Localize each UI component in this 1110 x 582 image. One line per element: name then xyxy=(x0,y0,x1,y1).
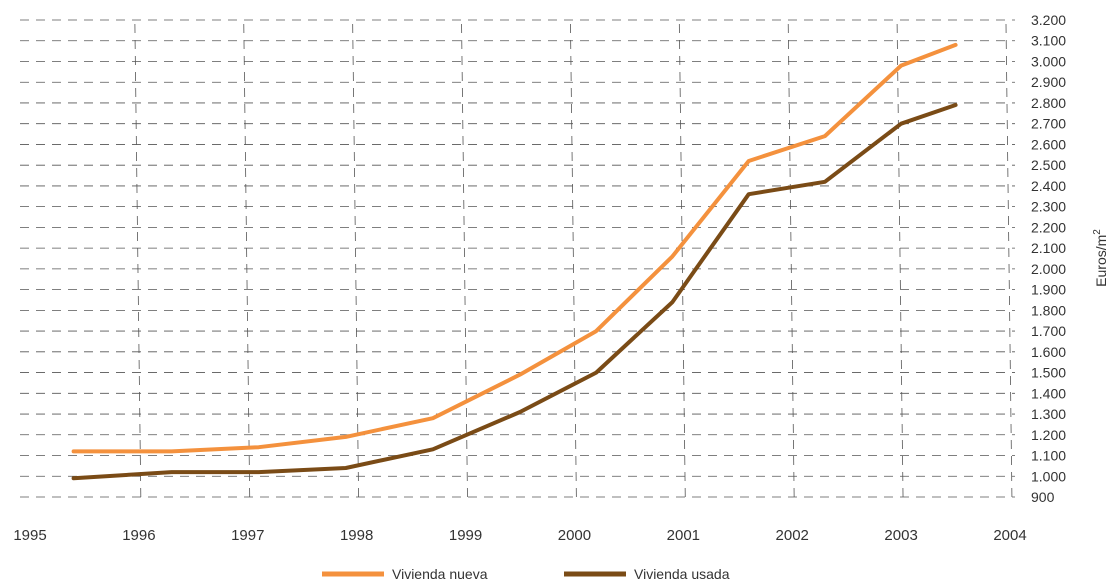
y-tick-label: 3.200 xyxy=(1031,12,1066,28)
y-tick-label: 2.500 xyxy=(1031,157,1066,173)
y-tick-label: 900 xyxy=(1031,489,1055,505)
grid-line-vertical xyxy=(570,23,577,504)
grid-line-vertical xyxy=(352,23,360,504)
grid-line-vertical xyxy=(787,23,795,504)
x-tick-label: 1999 xyxy=(449,527,482,544)
legend: Vivienda nueva Vivienda usada xyxy=(322,566,730,582)
y-tick-label: 2.400 xyxy=(1031,178,1066,194)
y-tick-label: 2.200 xyxy=(1031,219,1066,235)
grid-line-vertical xyxy=(1005,23,1013,504)
y-tick-label: 3.000 xyxy=(1031,53,1066,69)
y-tick-label: 1.300 xyxy=(1031,406,1066,422)
y-tick-label: 1.400 xyxy=(1031,385,1066,401)
y-tick-label: 1.200 xyxy=(1031,427,1066,443)
grid-line-vertical xyxy=(896,23,904,504)
y-tick-label: 2.900 xyxy=(1031,74,1066,90)
x-tick-label: 2003 xyxy=(884,527,917,544)
y-tick-label: 1.700 xyxy=(1031,323,1066,339)
x-tick-label: 1998 xyxy=(340,527,373,544)
x-tick-label: 1997 xyxy=(231,527,264,544)
series-line xyxy=(71,42,958,454)
y-tick-label: 2.700 xyxy=(1031,116,1066,132)
x-tick-label: 1996 xyxy=(122,527,155,544)
y-tick-label: 2.300 xyxy=(1031,199,1066,215)
y-tick-label: 1.800 xyxy=(1031,302,1066,318)
x-tick-label: 1995 xyxy=(13,527,46,544)
x-tick-label: 2000 xyxy=(558,527,591,544)
x-tick-label: 2004 xyxy=(993,527,1026,544)
grid-line-vertical xyxy=(461,23,468,504)
y-tick-label: 2.000 xyxy=(1031,261,1066,277)
legend-label: Vivienda usada xyxy=(634,566,730,582)
series-line xyxy=(71,103,958,481)
y-tick-label: 3.100 xyxy=(1031,33,1066,49)
grid-line-vertical xyxy=(243,23,251,504)
x-tick-label: 2001 xyxy=(667,527,700,544)
y-axis-label: Euros/m2 xyxy=(1092,229,1109,287)
y-tick-label: 1.900 xyxy=(1031,282,1066,298)
y-tick-label: 2.100 xyxy=(1031,240,1066,256)
y-tick-label: 1.500 xyxy=(1031,365,1066,381)
y-tick-label: 1.000 xyxy=(1031,468,1066,484)
y-tick-label: 2.600 xyxy=(1031,136,1066,152)
y-axis-ticks: 900 1.000 1.100 1.200 1.300 1.400 1.500 1.600 1.… xyxy=(1031,12,1066,505)
series-lines xyxy=(71,42,958,481)
y-tick-label: 1.100 xyxy=(1031,448,1066,464)
grid-line-vertical xyxy=(678,23,686,504)
grid xyxy=(20,19,1015,504)
y-tick-label: 1.600 xyxy=(1031,344,1066,360)
grid-line-vertical xyxy=(134,23,142,504)
y-tick-label: 2.800 xyxy=(1031,95,1066,111)
legend-label: Vivienda nueva xyxy=(392,566,488,582)
x-axis-ticks: 1995 1996 1997 1998 1999 2000 2001 2002 2003 2004 xyxy=(13,527,1026,544)
x-tick-label: 2002 xyxy=(776,527,809,544)
